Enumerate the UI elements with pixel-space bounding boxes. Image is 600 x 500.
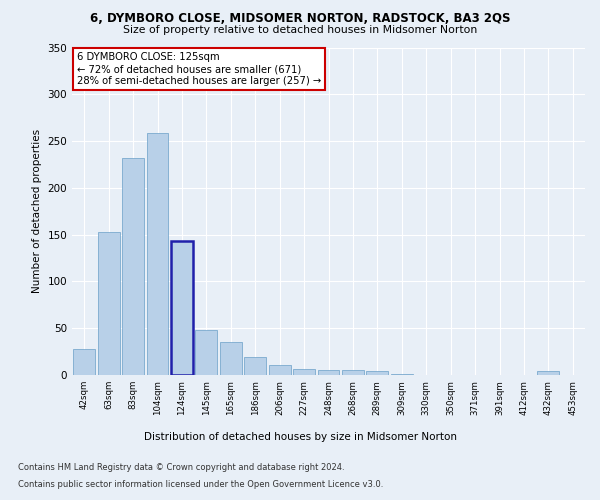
Bar — [244, 357, 266, 375]
Bar — [317, 370, 340, 375]
Text: Size of property relative to detached houses in Midsomer Norton: Size of property relative to detached ho… — [123, 25, 477, 35]
Y-axis label: Number of detached properties: Number of detached properties — [32, 129, 42, 294]
Bar — [342, 370, 364, 375]
Bar — [98, 232, 119, 375]
Bar — [220, 342, 242, 375]
Text: 6 DYMBORO CLOSE: 125sqm
← 72% of detached houses are smaller (671)
28% of semi-d: 6 DYMBORO CLOSE: 125sqm ← 72% of detache… — [77, 52, 322, 86]
Bar — [171, 241, 193, 375]
Text: Contains HM Land Registry data © Crown copyright and database right 2024.: Contains HM Land Registry data © Crown c… — [18, 464, 344, 472]
Text: Contains public sector information licensed under the Open Government Licence v3: Contains public sector information licen… — [18, 480, 383, 489]
Bar — [196, 330, 217, 375]
Bar — [293, 370, 315, 375]
Bar — [538, 372, 559, 375]
Bar — [367, 372, 388, 375]
Text: 6, DYMBORO CLOSE, MIDSOMER NORTON, RADSTOCK, BA3 2QS: 6, DYMBORO CLOSE, MIDSOMER NORTON, RADST… — [90, 12, 510, 26]
Bar — [391, 374, 413, 375]
Bar — [122, 158, 144, 375]
Bar — [269, 364, 290, 375]
Text: Distribution of detached houses by size in Midsomer Norton: Distribution of detached houses by size … — [143, 432, 457, 442]
Bar — [73, 349, 95, 375]
Bar — [146, 132, 169, 375]
